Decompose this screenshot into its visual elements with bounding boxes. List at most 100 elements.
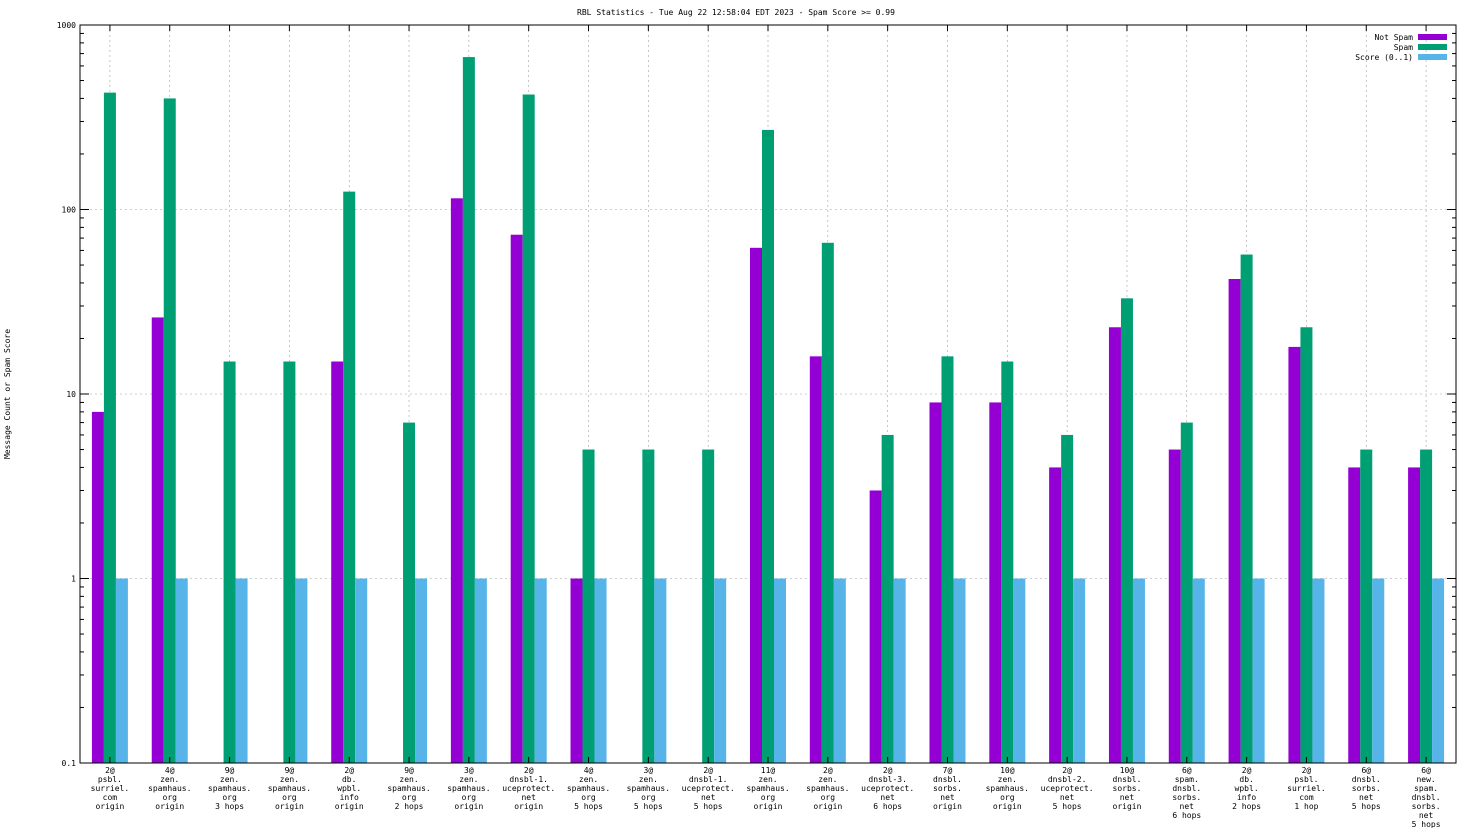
x-category-label-line: zen. [399,775,418,784]
bar-spam [1300,327,1313,763]
bar-spam [1120,298,1133,763]
x-category-label-line: 10@ [1120,766,1135,775]
x-category-label-line: origin [933,802,962,811]
x-category-label-line: spamhaus. [148,784,191,793]
legend-entry-label: Spam [1394,43,1413,52]
x-category-label-line: 11@ [761,766,776,775]
bar-not-spam [750,247,762,764]
x-category-label-line: 2 hops [395,802,424,811]
x-category-label-line: spam. [1414,784,1438,793]
x-category-label-line: origin [813,802,842,811]
x-category-label: 7@ dnsbl. sorbs. net origin [933,766,962,811]
x-category-label-line: zen. [579,775,598,784]
x-category-label-line: dnsbl. [1352,775,1381,784]
x-category-label-line: psbl. [1294,775,1318,784]
x-category-label-line: 2@ [524,766,534,775]
x-category-label-line: db. [342,775,356,784]
x-category-label: 6@ new. spam. dnsbl. sorbs. net 5 hops [1412,766,1441,828]
bar-spam [941,356,954,763]
x-category-label: 2@ dnsbl-2. uceprotect. net 5 hops [1041,766,1094,811]
x-category-label: 2@ dnsbl-1. uceprotect. net origin [502,766,555,811]
x-category-label-line: net [1419,811,1434,820]
x-category-label-line: origin [993,802,1022,811]
x-category-label-line: 2@ [105,766,115,775]
x-category-label-line: 2@ [703,766,713,775]
x-category-label-line: com [103,793,118,802]
x-category-label-line: 6@ [1182,766,1192,775]
x-category-label-line: org [761,793,776,802]
bar-not-spam [331,361,344,763]
bar-not-spam [989,402,1002,763]
x-category-label-line: org [1000,793,1015,802]
x-category-label-line: 5 hops [574,802,603,811]
x-category-label-line: 4@ [165,766,175,775]
bar-spam [881,434,894,763]
x-category-label: 2@ psbl. surriel. com 1 hop [1287,766,1326,811]
x-category-label-line: 9@ [285,766,295,775]
x-category-label-line: info [340,793,359,802]
bar-spam [223,361,236,763]
bar-score-0-1 [1252,578,1265,763]
bar-not-spam [450,198,463,763]
bar-score-0-1 [1132,578,1145,763]
x-category-label-line: 1 hop [1294,802,1318,811]
x-category-label-line: zen. [758,775,777,784]
x-category-label-line: net [940,793,955,802]
x-category-label-line: spamhaus. [986,784,1029,793]
x-category-label-line: sorbs. [1412,802,1441,811]
bar-score-0-1 [654,578,667,763]
bar-score-0-1 [534,578,547,763]
legend-swatch [1418,44,1447,50]
x-category-label-line: 5 hops [1412,820,1441,828]
bar-score-0-1 [953,578,966,763]
bar-not-spam [1288,346,1301,763]
x-category-label: 2@ db. wpbl. info 2 hops [1232,766,1261,811]
bar-spam [343,191,356,763]
bar-spam [1061,434,1074,763]
axes: 0.1 1 10 100 1000 [57,21,1456,768]
x-category-label-line: spamhaus. [208,784,251,793]
bar-not-spam [91,411,104,763]
bar-not-spam [809,356,822,763]
bar-score-0-1 [1312,578,1325,763]
x-category-label-line: 6 hops [1172,811,1201,820]
x-category-label-line: spamhaus. [806,784,849,793]
x-category-label-line: com [1299,793,1314,802]
bar-score-0-1 [1192,578,1205,763]
bar-spam [462,57,475,764]
bar-score-0-1 [1013,578,1026,763]
x-category-label-line: spamhaus. [627,784,670,793]
x-category-label-line: net [701,793,716,802]
x-category-label-line: zen. [998,775,1017,784]
x-category-label-line: spamhaus. [567,784,610,793]
bar-spam [1180,422,1193,763]
x-category-label-line: 7@ [943,766,953,775]
bar-not-spam [869,490,882,763]
legend-entry-label: Not Spam [1374,33,1413,42]
bar-not-spam [570,578,583,763]
bar-spam [103,92,116,764]
x-category-label: 2@ dnsbl-1. uceprotect. net 5 hops [682,766,735,811]
x-category-label-line: zen. [160,775,179,784]
x-category-label-line: zen. [459,775,478,784]
bar-score-0-1 [235,578,248,763]
x-category-label: 9@ zen. spamhaus. org 3 hops [208,766,251,811]
x-category-label-line: sorbs. [933,784,962,793]
y-tick-label: 10 [66,390,76,399]
bar-spam [762,129,774,763]
bar-not-spam [929,402,942,763]
x-category-label-line: dnsbl-2. [1048,775,1087,784]
y-axis-label: Message Count or Spam Score [3,329,12,459]
x-category-label-line: spam. [1175,775,1199,784]
y-tick-label: 1 [71,575,76,584]
legend-swatch [1418,54,1447,60]
x-category-label-line: 6@ [1421,766,1431,775]
x-category-label-line: dnsbl-1. [509,775,548,784]
x-category-label-line: 5 hops [634,802,663,811]
x-category-label-line: net [1060,793,1075,802]
x-category-label-line: 5 hops [1053,802,1082,811]
x-category-label-line: org [222,793,237,802]
x-category-label-line: sorbs. [1113,784,1142,793]
